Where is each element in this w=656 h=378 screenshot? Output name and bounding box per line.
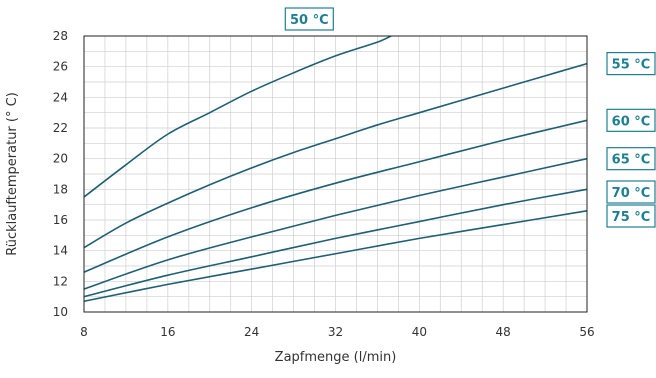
- series-label-text: 60 °C: [612, 114, 651, 129]
- y-tick-label: 18: [53, 182, 68, 196]
- series-lines: [83, 35, 588, 303]
- y-tick-label: 20: [53, 152, 68, 166]
- series-label-text: 75 °C: [612, 210, 651, 225]
- series-line: [83, 157, 588, 290]
- axis-ticks: 8 16 24 32 40 48 56 10 12 14 16 18 20 22 24 26 28: [53, 29, 595, 339]
- series-label-text: 50 °C: [290, 13, 329, 28]
- y-tick-label: 14: [53, 244, 68, 258]
- series-line: [83, 35, 392, 198]
- x-tick-label: 16: [160, 325, 175, 339]
- x-tick-label: 24: [244, 325, 259, 339]
- x-tick-label: 56: [579, 325, 594, 339]
- y-tick-label: 16: [53, 213, 68, 227]
- series-label: 55 °C: [606, 51, 656, 76]
- series-label: 75 °C: [606, 204, 656, 228]
- series-label-box: [284, 7, 334, 31]
- series-label-text: 70 °C: [612, 186, 651, 201]
- series-line: [83, 119, 588, 273]
- series-labels: 50 °C 55 °C 60 °C 65 °C 70 °C 75 °C: [284, 7, 656, 228]
- x-tick-label: 8: [80, 325, 88, 339]
- series-label: 65 °C: [606, 147, 656, 171]
- series-label-box: [606, 108, 656, 132]
- y-tick-label: 26: [53, 60, 68, 74]
- y-tick-label: 24: [53, 90, 68, 104]
- series-label-text: 65 °C: [612, 153, 651, 168]
- series-label-box: [606, 51, 656, 76]
- y-tick-label: 12: [53, 274, 68, 288]
- series-label-box: [606, 147, 656, 171]
- series-label: 60 °C: [606, 108, 656, 132]
- x-axis-label: Zapfmenge (l/min): [275, 350, 397, 365]
- series-label-text: 55 °C: [612, 58, 651, 73]
- y-tick-label: 28: [53, 29, 68, 43]
- series-label-box: [606, 204, 656, 228]
- series-line: [83, 210, 588, 303]
- plot-frame: [83, 35, 588, 313]
- series-label-box: [606, 180, 656, 204]
- y-axis-label: Rücklauftemperatur (° C): [5, 92, 20, 256]
- series-label: 50 °C: [284, 7, 334, 31]
- series-label: 70 °C: [606, 180, 656, 204]
- series-line: [83, 188, 588, 298]
- x-tick-label: 32: [328, 325, 343, 339]
- x-tick-label: 48: [496, 325, 511, 339]
- y-tick-label: 22: [53, 121, 68, 135]
- x-tick-label: 40: [412, 325, 427, 339]
- series-line: [83, 62, 588, 249]
- y-tick-label: 10: [53, 305, 68, 319]
